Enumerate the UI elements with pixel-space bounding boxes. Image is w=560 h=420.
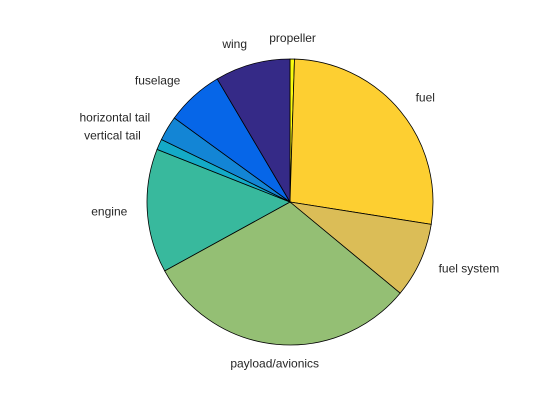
- pie-label-fuel-system: fuel system: [439, 261, 500, 275]
- pie-slice-payload-avionics: [164, 201, 401, 346]
- pie-label-wing: wing: [221, 37, 247, 51]
- pie-slice-wing: [216, 58, 291, 204]
- pie-slice-fuel: [289, 58, 434, 225]
- pie-label-horizontal-tail: horizontal tail: [79, 110, 150, 124]
- pie-label-fuel: fuel: [416, 90, 435, 104]
- pie-label-fuselage: fuselage: [135, 74, 181, 88]
- pie-slices: [146, 58, 434, 346]
- pie-label-propeller: propeller: [269, 31, 316, 45]
- pie-label-vertical-tail: vertical tail: [84, 128, 141, 142]
- pie-label-payload-avionics: payload/avionics: [230, 356, 319, 370]
- pie-label-engine: engine: [91, 204, 127, 218]
- pie-labels: propeller fuel fuel system payload/avionics…: [79, 31, 499, 370]
- pie-slice-engine: [146, 148, 291, 272]
